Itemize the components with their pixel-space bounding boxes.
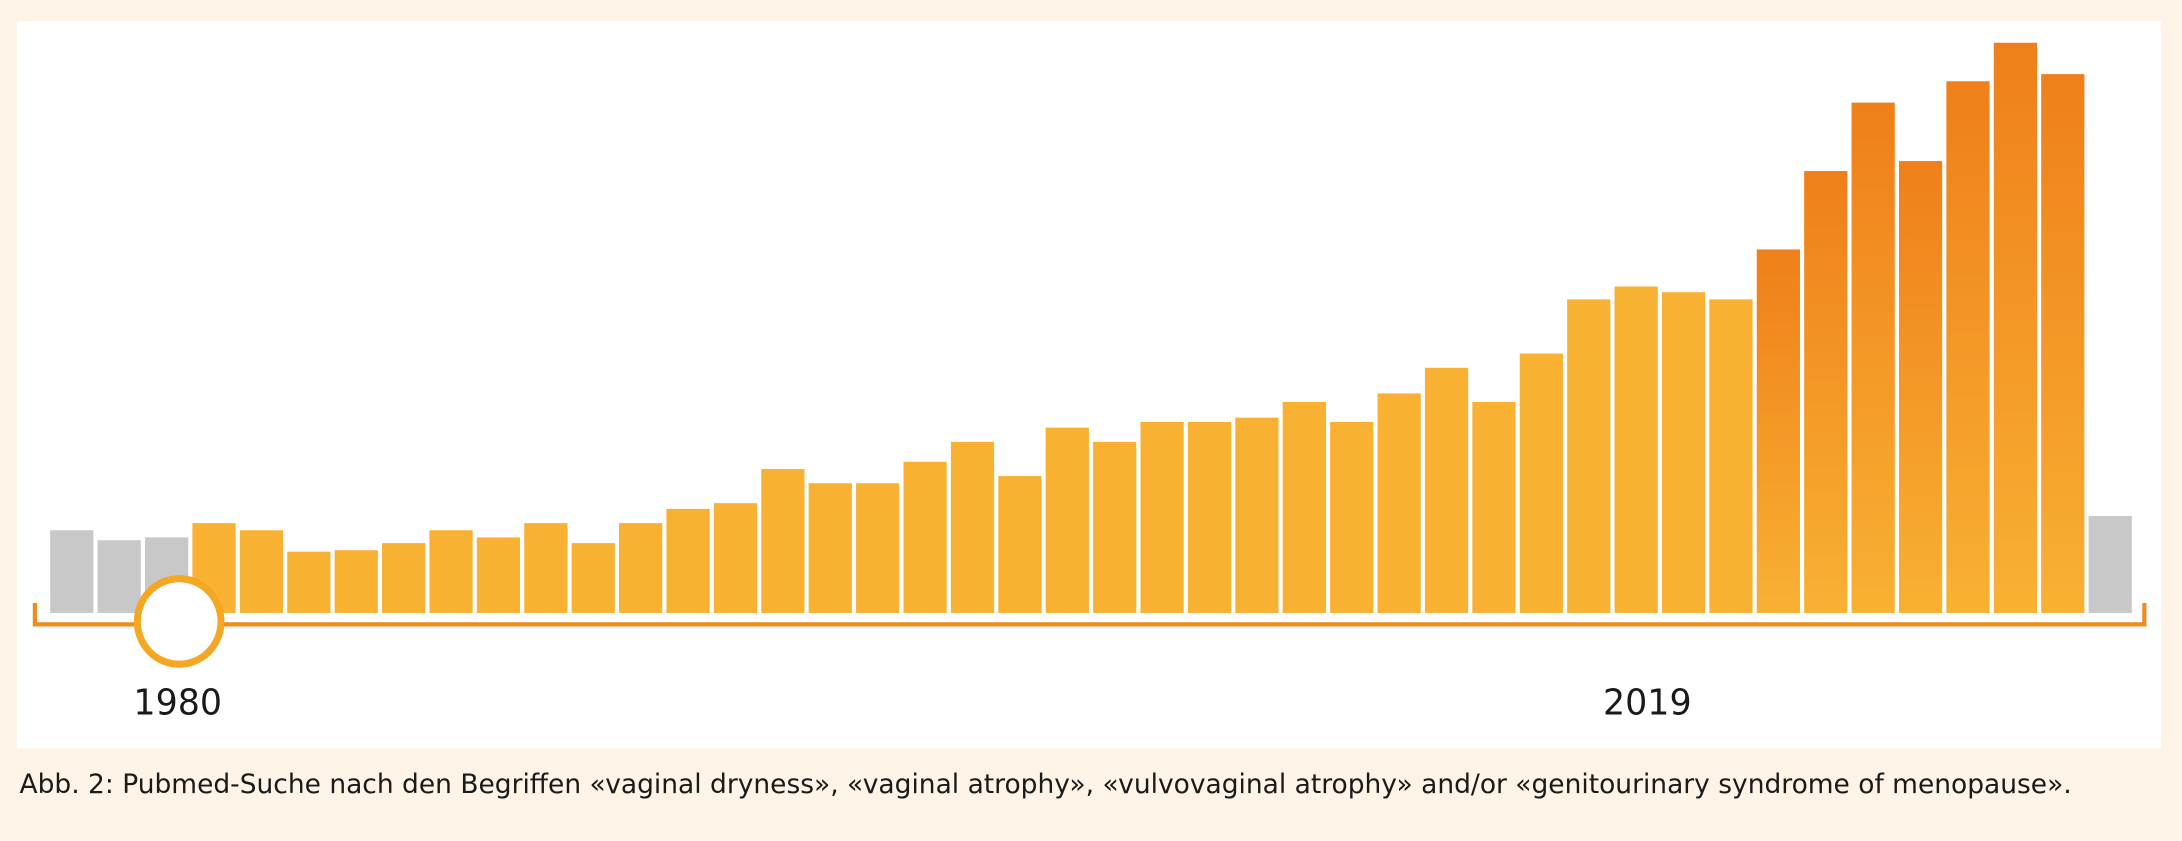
bar <box>1661 292 1706 613</box>
x-tick-label: 1980 <box>133 682 222 723</box>
x-axis <box>32 602 2147 627</box>
bar <box>666 508 710 613</box>
bar <box>1377 393 1421 613</box>
bar <box>1330 421 1374 613</box>
bar <box>1519 353 1563 613</box>
bar <box>761 468 805 613</box>
bar <box>97 540 141 613</box>
bar <box>1804 171 1848 613</box>
caption: Abb. 2: Pubmed-Suche nach den Begriffen … <box>20 769 2072 800</box>
bar <box>1567 299 1611 613</box>
bar <box>1187 421 1232 613</box>
bar <box>619 523 663 613</box>
bar <box>524 523 568 613</box>
bar <box>50 530 94 613</box>
x-tick-label: 2019 <box>1603 682 1692 723</box>
bar <box>476 537 521 613</box>
bar <box>808 483 852 613</box>
bar <box>1045 427 1089 613</box>
bar <box>1282 401 1326 613</box>
bar <box>1946 81 1990 613</box>
timeline-marker <box>133 575 225 668</box>
bar <box>903 461 947 613</box>
bar <box>1993 42 2037 613</box>
bar <box>1093 441 1137 613</box>
bar <box>2088 516 2132 613</box>
bar <box>1614 286 1658 613</box>
bar <box>1235 417 1279 613</box>
bar <box>239 530 284 613</box>
bar <box>334 550 378 613</box>
bar <box>1851 102 1895 613</box>
bar <box>287 551 331 613</box>
bar <box>429 530 473 613</box>
bar <box>1140 421 1184 613</box>
bar <box>1472 401 1516 613</box>
bar <box>856 483 900 613</box>
bar <box>950 441 995 613</box>
bar <box>713 503 758 613</box>
bar <box>1756 249 1800 613</box>
chart-panel <box>16 21 2162 749</box>
bar <box>382 543 426 613</box>
bar <box>1898 161 1943 613</box>
bar <box>1709 299 1753 613</box>
bar <box>998 476 1042 613</box>
bar <box>2041 74 2085 613</box>
bar <box>571 543 615 613</box>
bar <box>1424 367 1469 613</box>
